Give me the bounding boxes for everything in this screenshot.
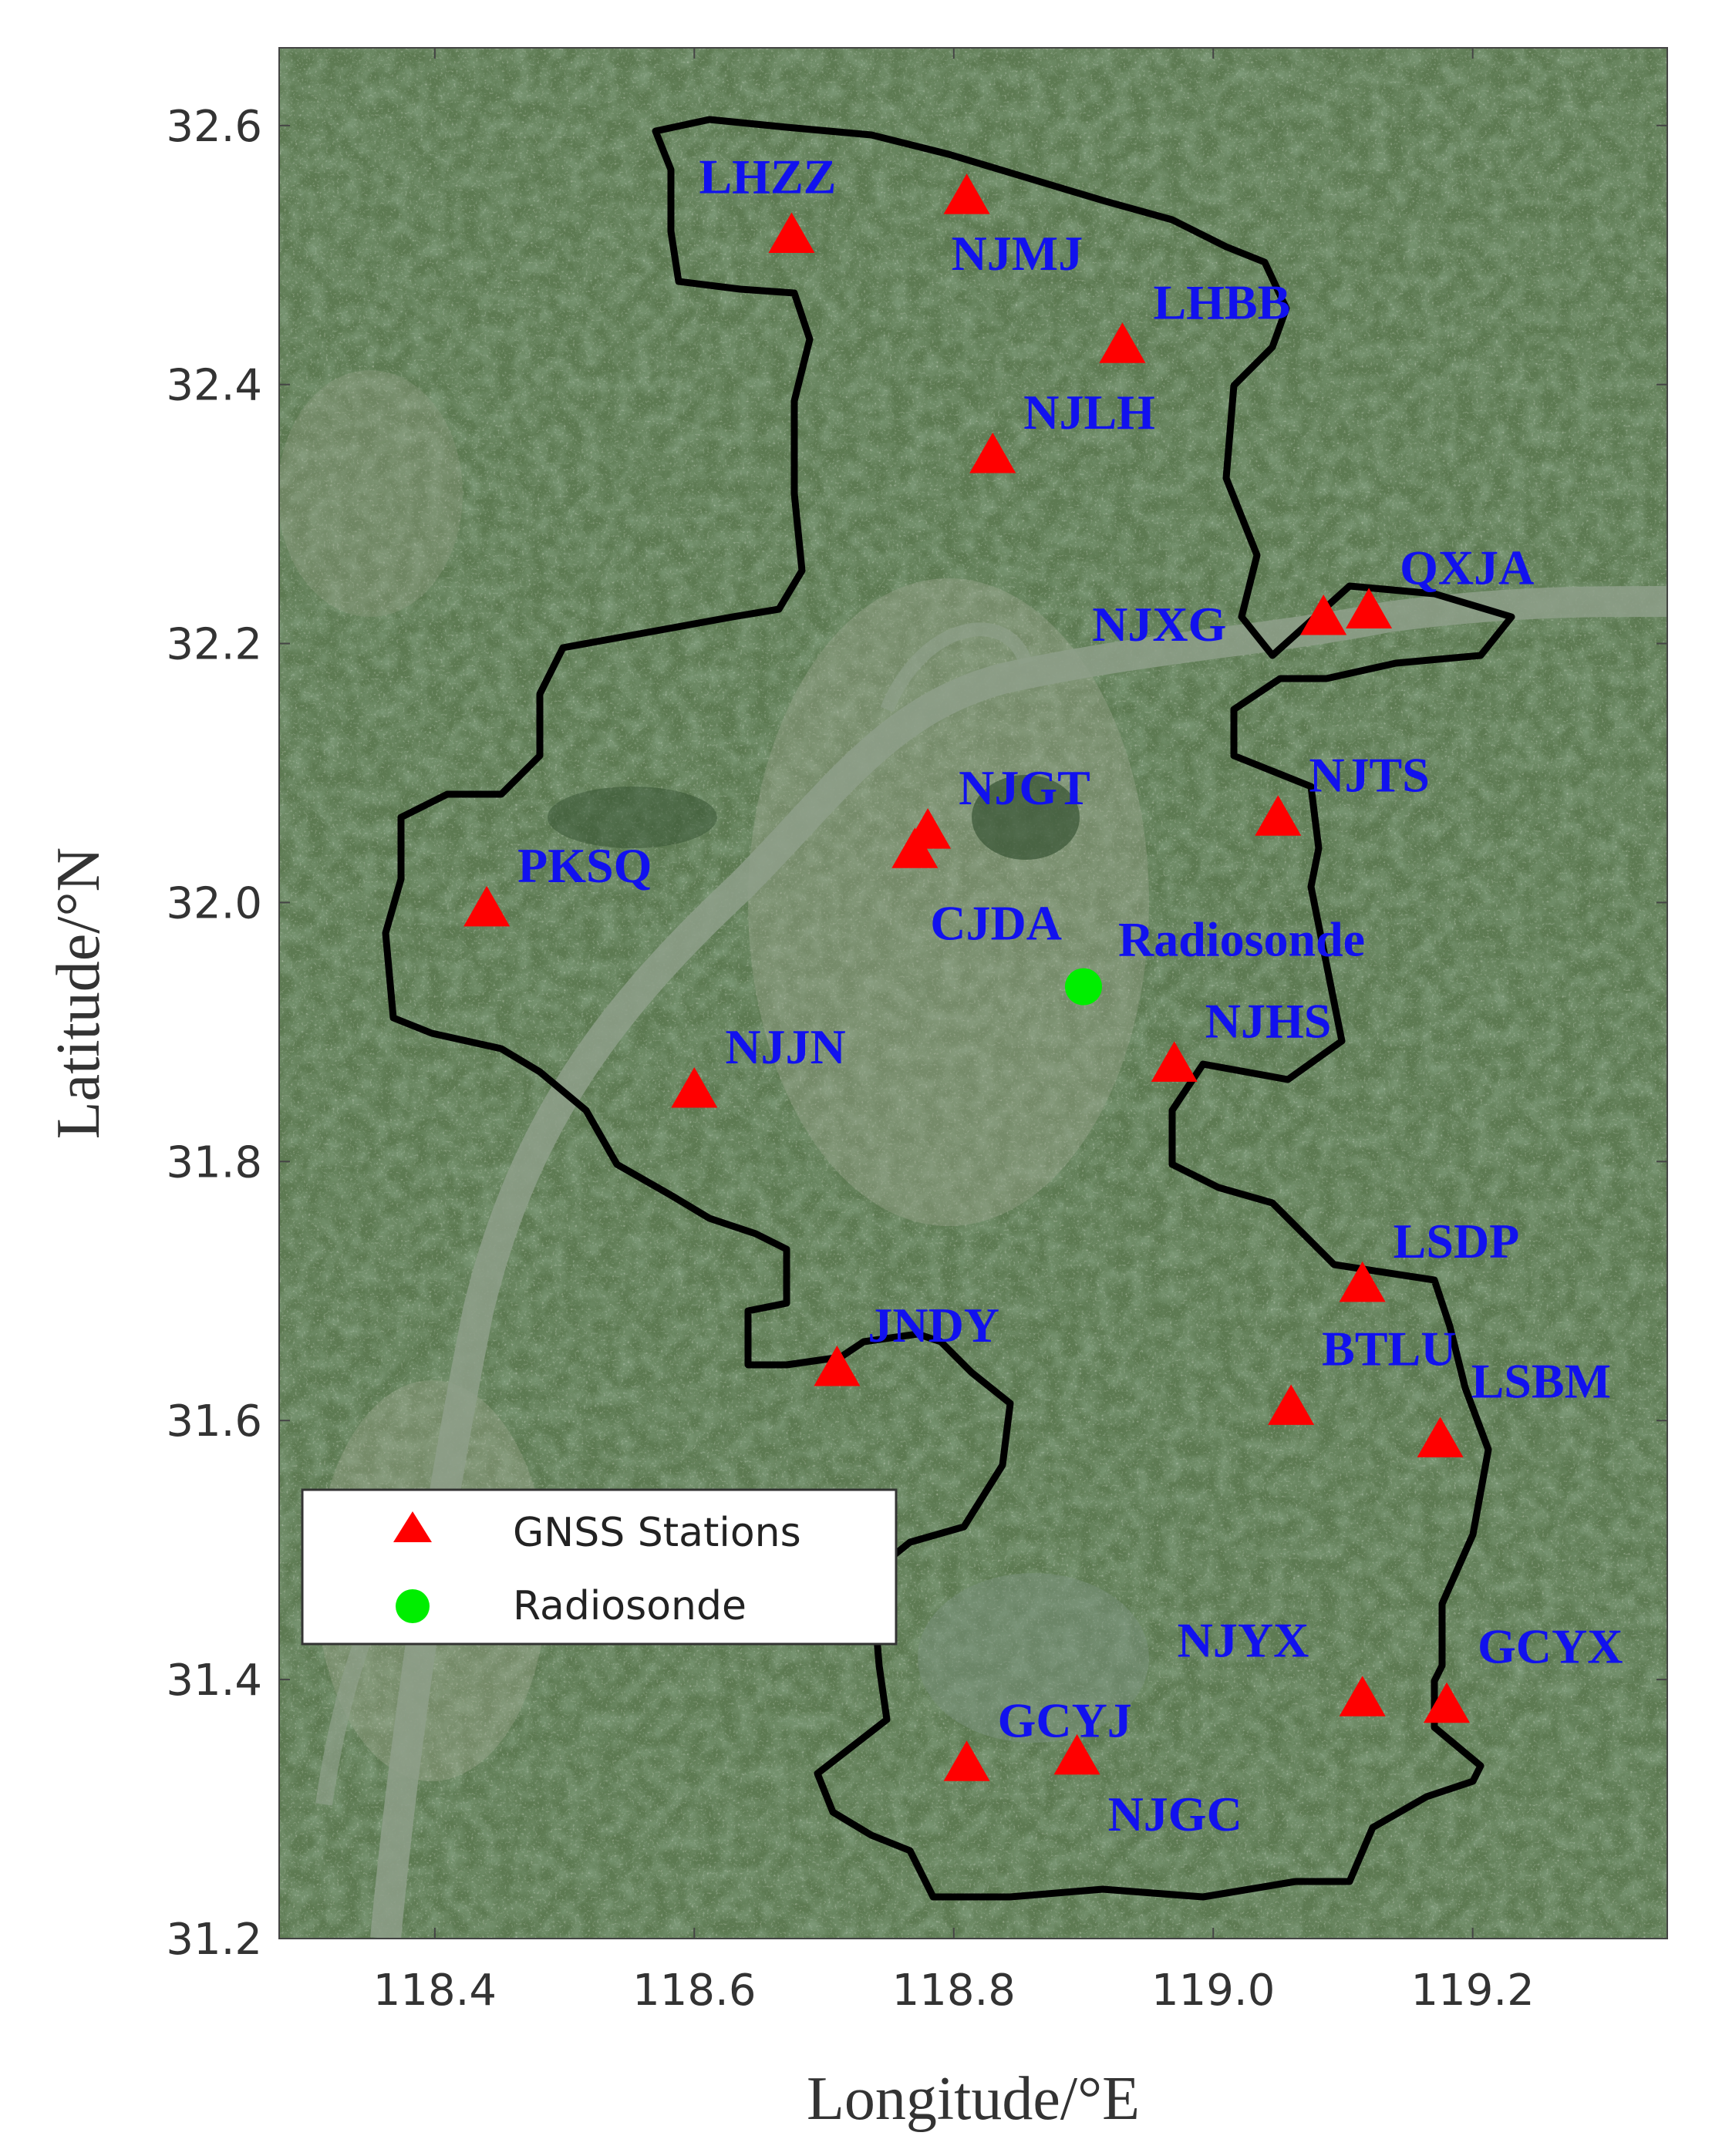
- station-label-qxja: QXJA: [1400, 541, 1534, 595]
- station-marker-cjda: [891, 827, 939, 868]
- administrative-boundary: [382, 116, 1515, 1901]
- station-label-lsbm: LSBM: [1471, 1353, 1611, 1408]
- station-label-njgt: NJGT: [959, 760, 1090, 815]
- station-marker-lsbm: [1417, 1417, 1464, 1457]
- y-tick-label: 31.2: [166, 1915, 262, 1965]
- y-axis-ticks: 31.2 31.4 31.6 31.8 32.0 32.2 32.4 32.6: [166, 102, 1667, 1965]
- station-marker-njlh: [969, 433, 1016, 473]
- plot-frame: [278, 47, 1668, 1939]
- x-tick-label: 118.8: [892, 1966, 1016, 2016]
- station-marker-qxja: [1346, 588, 1393, 629]
- station-label-njmj: NJMJ: [952, 226, 1083, 281]
- station-marker-njmj: [943, 173, 990, 214]
- y-tick-label: 32.4: [166, 361, 262, 411]
- station-label-btlu: BTLU: [1322, 1321, 1456, 1376]
- y-axis-title: Latitude/°N: [45, 847, 113, 1140]
- station-label-pksq: PKSQ: [517, 838, 652, 893]
- x-axis-title: Longitude/°E: [807, 2065, 1140, 2133]
- station-marker-jndy: [814, 1346, 861, 1386]
- station-marker-njjn: [671, 1066, 718, 1108]
- station-marker-njgc: [1053, 1733, 1100, 1775]
- x-axis-ticks: 118.4 118.6 118.8 119.0 119.2: [373, 48, 1535, 2016]
- station-marker-njts: [1255, 795, 1302, 836]
- station-label-njxg: NJXG: [1092, 597, 1226, 652]
- station-label-njjn: NJJN: [725, 1019, 845, 1074]
- x-tick-label: 118.6: [632, 1966, 756, 2016]
- station-marker-gcyx: [1424, 1682, 1471, 1723]
- station-labels: LHZZ NJMJ LHBB NJLH NJXG QXJA NJGT CJDA NJTS PKSQ…: [517, 150, 1623, 1841]
- station-label-njyx: NJYX: [1178, 1612, 1309, 1667]
- legend-label-gnss: GNSS Stations: [513, 1510, 801, 1556]
- station-label-lsdp: LSDP: [1394, 1214, 1520, 1268]
- station-marker-lhbb: [1099, 322, 1146, 363]
- legend: GNSS Stations Radiosonde: [301, 1488, 898, 1646]
- station-marker-pksq: [463, 885, 511, 927]
- station-marker-gcyj: [943, 1740, 990, 1781]
- y-tick-label: 32.2: [166, 620, 262, 670]
- station-marker-njxg: [1300, 594, 1347, 635]
- x-tick-label: 119.0: [1151, 1966, 1275, 2016]
- station-label-gcyj: GCYJ: [998, 1693, 1132, 1747]
- station-label-njts: NJTS: [1309, 747, 1430, 802]
- station-label-cjda: CJDA: [930, 895, 1062, 950]
- station-label-jndy: JNDY: [868, 1298, 999, 1353]
- x-tick-label: 118.4: [373, 1966, 497, 2016]
- y-tick-label: 31.8: [166, 1137, 262, 1187]
- legend-triangle-icon: [393, 1511, 432, 1542]
- station-label-lhbb: LHBB: [1153, 275, 1290, 329]
- station-marker-lhzz: [768, 212, 815, 254]
- station-label-njlh: NJLH: [1023, 385, 1155, 440]
- station-marker-btlu: [1268, 1384, 1315, 1425]
- satellite-imagery-background: [279, 48, 1667, 1939]
- station-marker-njyx: [1339, 1676, 1386, 1716]
- station-markers: [463, 173, 1471, 1781]
- station-marker-lsdp: [1339, 1261, 1386, 1302]
- station-label-njhs: NJHS: [1205, 993, 1332, 1048]
- station-marker-njhs: [1151, 1041, 1198, 1082]
- legend-circle-icon: [396, 1589, 430, 1623]
- radiosonde-marker: [1064, 968, 1102, 1006]
- legend-label-radiosonde: Radiosonde: [513, 1583, 746, 1629]
- station-label-njgc: NJGC: [1108, 1787, 1242, 1841]
- y-tick-label: 32.6: [166, 102, 262, 152]
- y-tick-label: 31.6: [166, 1396, 262, 1447]
- x-tick-label: 119.2: [1410, 1966, 1534, 2016]
- y-tick-label: 32.0: [166, 878, 262, 928]
- station-label-gcyx: GCYX: [1478, 1619, 1623, 1674]
- y-tick-label: 31.4: [166, 1656, 262, 1706]
- radiosonde-label: Radiosonde: [1118, 912, 1365, 967]
- station-label-lhzz: LHZZ: [699, 150, 836, 204]
